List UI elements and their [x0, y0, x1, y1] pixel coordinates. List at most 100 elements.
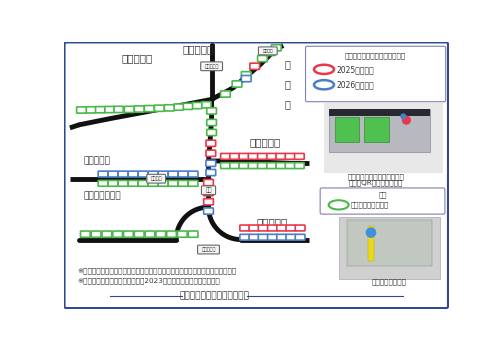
Text: 信　越　本　線: 信 越 本 線 [83, 191, 120, 200]
FancyBboxPatch shape [258, 153, 268, 159]
FancyBboxPatch shape [188, 231, 198, 237]
FancyBboxPatch shape [174, 104, 184, 110]
FancyBboxPatch shape [268, 225, 278, 231]
Text: 新しい自動改札機の導入予定駅: 新しい自動改札機の導入予定駅 [345, 52, 406, 59]
Text: 吾　妻　線: 吾 妻 線 [122, 53, 152, 64]
FancyBboxPatch shape [266, 49, 275, 56]
Bar [330, 109, 430, 116]
FancyBboxPatch shape [239, 153, 249, 159]
Text: 新しい自動改札機のイメージ: 新しい自動改札機のイメージ [347, 173, 404, 180]
Text: ※新しい簡易改札機については、2023年度から導入を始めています: ※新しい簡易改札機については、2023年度から導入を始めています [78, 278, 221, 285]
FancyBboxPatch shape [166, 231, 176, 237]
FancyBboxPatch shape [145, 231, 155, 237]
Text: 簡易改札機設置済駅: 簡易改札機設置済駅 [351, 202, 389, 208]
FancyBboxPatch shape [124, 106, 134, 112]
FancyBboxPatch shape [276, 153, 285, 159]
FancyBboxPatch shape [204, 189, 214, 196]
FancyBboxPatch shape [249, 225, 259, 231]
Text: 高　崎　線: 高 崎 線 [256, 218, 288, 228]
FancyBboxPatch shape [306, 46, 446, 102]
FancyBboxPatch shape [258, 234, 268, 240]
FancyBboxPatch shape [286, 163, 295, 169]
FancyBboxPatch shape [104, 107, 114, 113]
FancyBboxPatch shape [296, 234, 305, 240]
Text: 高崎: 高崎 [206, 187, 212, 193]
Bar [364, 117, 388, 142]
FancyBboxPatch shape [178, 180, 188, 186]
FancyBboxPatch shape [294, 163, 304, 169]
FancyBboxPatch shape [286, 234, 296, 240]
FancyBboxPatch shape [204, 179, 214, 186]
FancyBboxPatch shape [147, 174, 166, 183]
FancyBboxPatch shape [192, 102, 202, 109]
Text: 2025年度導入: 2025年度導入 [336, 65, 374, 74]
FancyBboxPatch shape [164, 105, 174, 111]
FancyBboxPatch shape [202, 102, 211, 108]
FancyBboxPatch shape [277, 225, 286, 231]
FancyBboxPatch shape [206, 140, 216, 146]
FancyBboxPatch shape [276, 163, 285, 169]
Ellipse shape [328, 200, 348, 210]
FancyBboxPatch shape [268, 234, 278, 240]
Bar [335, 117, 359, 142]
FancyBboxPatch shape [242, 76, 251, 82]
FancyBboxPatch shape [230, 163, 239, 169]
FancyBboxPatch shape [206, 169, 216, 176]
FancyBboxPatch shape [202, 186, 215, 195]
FancyBboxPatch shape [128, 180, 138, 186]
FancyBboxPatch shape [320, 188, 445, 214]
Text: 越後湯沢: 越後湯沢 [262, 49, 273, 53]
FancyBboxPatch shape [128, 171, 138, 177]
FancyBboxPatch shape [158, 180, 168, 186]
FancyBboxPatch shape [183, 103, 192, 109]
FancyBboxPatch shape [206, 150, 216, 156]
FancyBboxPatch shape [249, 234, 259, 240]
FancyBboxPatch shape [154, 105, 164, 111]
FancyBboxPatch shape [258, 56, 268, 62]
Ellipse shape [314, 65, 334, 74]
FancyBboxPatch shape [258, 47, 277, 55]
Circle shape [366, 228, 376, 237]
Text: ※井野駅・桐生駅・足利駅は自動改札機と簡易改札機の両方が設置されています: ※井野駅・桐生駅・足利駅は自動改札機と簡易改札機の両方が設置されています [78, 268, 237, 274]
FancyBboxPatch shape [294, 153, 304, 159]
FancyBboxPatch shape [148, 180, 158, 186]
FancyBboxPatch shape [248, 163, 258, 169]
FancyBboxPatch shape [178, 231, 187, 237]
FancyBboxPatch shape [286, 225, 296, 231]
FancyBboxPatch shape [134, 231, 144, 237]
FancyBboxPatch shape [76, 107, 86, 113]
Bar [368, 227, 374, 261]
FancyBboxPatch shape [296, 225, 305, 231]
FancyBboxPatch shape [168, 180, 178, 186]
FancyBboxPatch shape [138, 180, 148, 186]
FancyBboxPatch shape [95, 107, 105, 113]
FancyBboxPatch shape [108, 180, 118, 186]
FancyBboxPatch shape [144, 105, 154, 112]
FancyBboxPatch shape [324, 103, 444, 172]
FancyBboxPatch shape [200, 62, 222, 71]
Text: 越

上

線: 越 上 線 [284, 59, 290, 109]
FancyBboxPatch shape [188, 171, 198, 177]
FancyBboxPatch shape [220, 153, 230, 159]
FancyBboxPatch shape [239, 163, 249, 169]
FancyBboxPatch shape [168, 171, 178, 177]
FancyBboxPatch shape [178, 171, 188, 177]
Text: （図はQRコード対応機）: （図はQRコード対応機） [348, 179, 403, 186]
FancyBboxPatch shape [86, 107, 96, 113]
FancyBboxPatch shape [267, 153, 276, 159]
Ellipse shape [314, 80, 334, 90]
FancyBboxPatch shape [230, 153, 239, 159]
FancyBboxPatch shape [248, 153, 258, 159]
FancyBboxPatch shape [114, 106, 124, 112]
FancyBboxPatch shape [220, 91, 230, 97]
Text: 上毛高原駅: 上毛高原駅 [204, 64, 219, 69]
FancyBboxPatch shape [204, 208, 214, 214]
FancyBboxPatch shape [340, 217, 440, 279]
FancyBboxPatch shape [188, 180, 198, 186]
FancyBboxPatch shape [148, 171, 158, 177]
FancyBboxPatch shape [240, 234, 250, 240]
FancyBboxPatch shape [102, 231, 112, 237]
Text: 新しい自動改札機の導入計画: 新しい自動改札機の導入計画 [180, 291, 250, 300]
FancyBboxPatch shape [220, 163, 230, 169]
FancyBboxPatch shape [80, 231, 90, 237]
